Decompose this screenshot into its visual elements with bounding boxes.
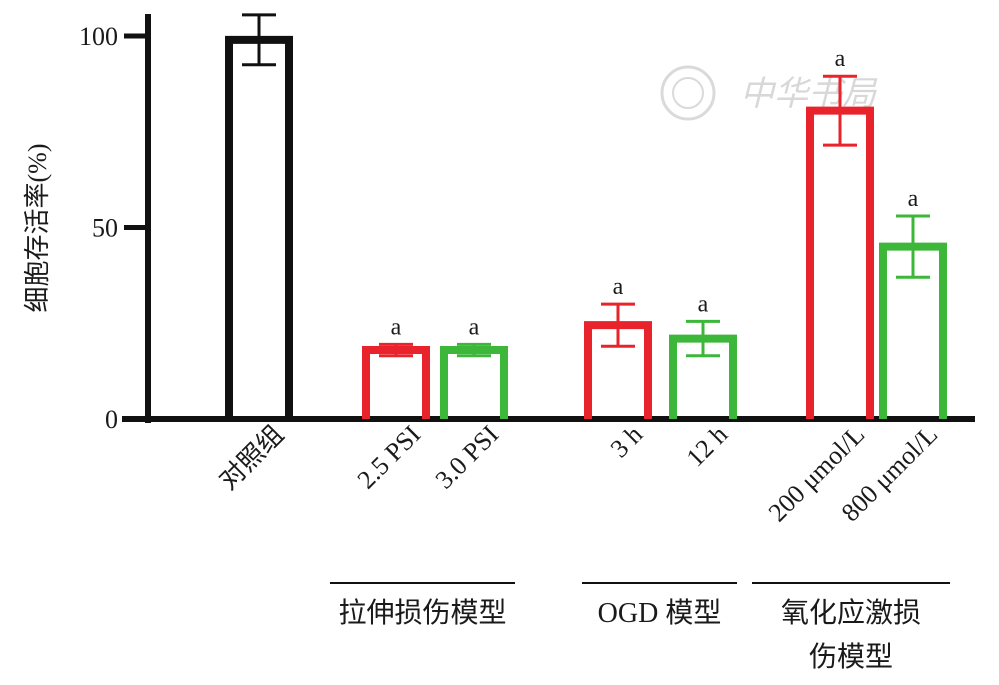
bar (806, 106, 874, 419)
category-label: 12 h (681, 420, 734, 473)
significance-label: a (835, 46, 846, 72)
group-label: OGD 模型 (598, 597, 722, 629)
y-tick-label: 100 (79, 22, 118, 51)
significance-label: a (391, 314, 402, 340)
bar (440, 346, 508, 419)
significance-label: a (469, 314, 480, 340)
y-tick-label: 0 (105, 405, 118, 434)
significance-label: a (613, 274, 624, 300)
category-label: 对照组 (214, 420, 290, 496)
bars: a a a a a a (225, 13, 947, 419)
category-label: 2.5 PSI (352, 420, 427, 495)
significance-label: a (908, 186, 919, 212)
watermark-seal-icon (660, 65, 716, 121)
y-axis-label: 细胞存活率(%) (23, 144, 52, 313)
group-label: 伤模型 (809, 641, 893, 673)
axes: 0 50 100 (79, 14, 975, 434)
group-label: 氧化应激损 (781, 597, 921, 629)
watermark-seal-inner (672, 77, 704, 109)
group-label: 拉伸损伤模型 (338, 597, 506, 629)
bar (362, 346, 430, 419)
category-label: 3 h (605, 420, 648, 463)
significance-label: a (698, 291, 709, 317)
y-tick-label: 50 (92, 214, 118, 243)
category-label: 3.0 PSI (430, 420, 505, 495)
bar (225, 35, 293, 419)
